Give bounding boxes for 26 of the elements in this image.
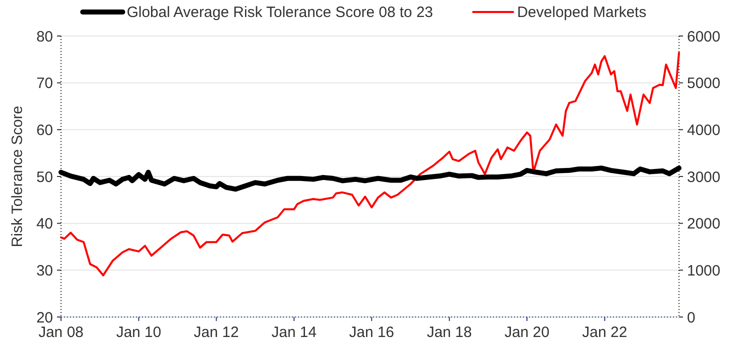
x-tick-label: Jan 10	[116, 324, 162, 341]
y2-tick-label: 6000	[687, 28, 720, 46]
y2-tick-label: 4000	[687, 122, 720, 139]
y2-tick-label: 0	[687, 309, 696, 326]
y-tick-label: 30	[36, 262, 53, 280]
y2-tick-label: 3000	[687, 168, 720, 186]
y-tick-label: 80	[36, 28, 53, 46]
x-tick-label: Jan 12	[194, 324, 239, 341]
x-tick-label: Jan 14	[272, 324, 317, 341]
y2-tick-label: 1000	[687, 262, 720, 280]
legend-label: Developed Markets	[517, 4, 646, 21]
x-tick-label: Jan 20	[504, 324, 550, 341]
y2-tick-label: 5000	[687, 75, 720, 92]
x-tick-label: Jan 22	[582, 324, 628, 341]
y-tick-label: 60	[36, 122, 53, 139]
y-tick-label: 40	[36, 216, 53, 233]
y-tick-label: 70	[36, 75, 53, 92]
y-tick-label: 20	[36, 309, 53, 326]
y2-tick-label: 2000	[687, 216, 720, 233]
x-tick-label: Jan 16	[349, 324, 394, 341]
line-series	[60, 52, 680, 276]
legend-label: Global Average Risk Tolerance Score 08 to 23	[126, 4, 434, 21]
y-tick-label: 50	[36, 168, 53, 186]
y-axis-title: Risk Tolerance Score	[9, 106, 26, 248]
x-tick-label: Jan 18	[426, 324, 472, 341]
x-tick-label: Jan 08	[38, 324, 84, 341]
